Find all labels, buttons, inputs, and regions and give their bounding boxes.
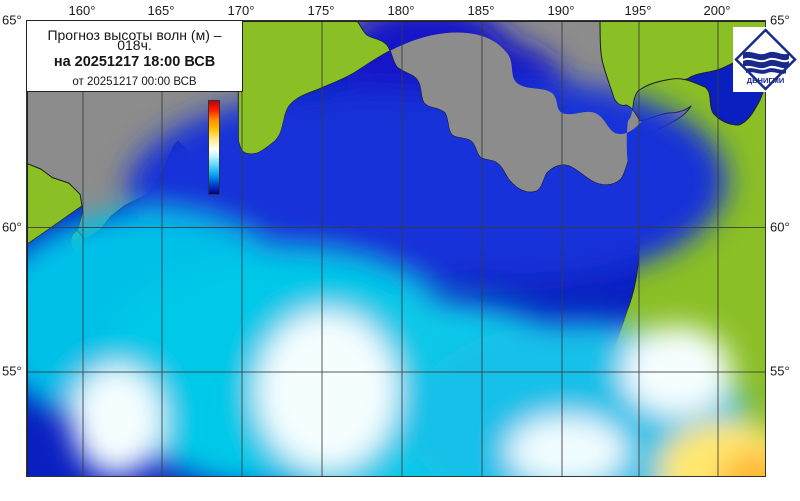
svg-text:ДВНИГМИ: ДВНИГМИ — [747, 76, 784, 85]
